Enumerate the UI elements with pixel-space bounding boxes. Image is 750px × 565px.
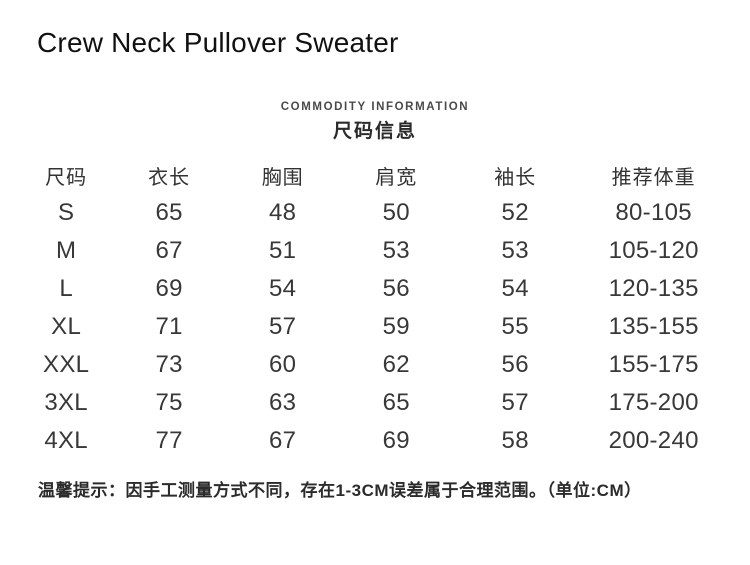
table-row: 4XL 77 67 69 58 200-240 xyxy=(20,422,730,460)
cell-value: 48 xyxy=(269,199,297,226)
cell-value: 135-155 xyxy=(608,313,699,340)
table-row: 3XL 75 63 65 57 175-200 xyxy=(20,384,730,422)
cell-value: 59 xyxy=(382,313,410,340)
cell-value: 65 xyxy=(382,389,410,416)
table-row: M 67 51 53 53 105-120 xyxy=(20,232,730,270)
cell-size: XXL xyxy=(43,351,90,378)
section-eyebrow-label: COMMODITY INFORMATION xyxy=(280,101,470,113)
section-title: 尺码信息 xyxy=(332,121,417,142)
cell-value: 69 xyxy=(382,427,410,454)
size-table-header: 尺码 衣长 胸围 肩宽 袖长 推荐体重 xyxy=(20,156,730,194)
cell-value: 54 xyxy=(269,275,297,302)
cell-value: 105-120 xyxy=(608,237,699,264)
cell-value: 67 xyxy=(269,427,297,454)
cell-value: 71 xyxy=(155,313,183,340)
cell-value: 57 xyxy=(501,389,529,416)
col-header-weight: 推荐体重 xyxy=(611,166,696,189)
col-header-length: 衣长 xyxy=(148,166,191,189)
col-header-chest: 胸围 xyxy=(261,166,304,189)
cell-size: 4XL xyxy=(44,427,88,454)
section-header: COMMODITY INFORMATION 尺码信息 xyxy=(0,101,750,143)
cell-value: 175-200 xyxy=(608,389,699,416)
cell-size: S xyxy=(57,199,75,226)
table-row: S 65 48 50 52 80-105 xyxy=(20,194,730,232)
cell-value: 51 xyxy=(269,237,297,264)
cell-value: 53 xyxy=(501,237,529,264)
cell-value: 67 xyxy=(155,237,183,264)
cell-value: 75 xyxy=(155,389,183,416)
cell-value: 65 xyxy=(155,199,183,226)
table-row: XL 71 57 59 55 135-155 xyxy=(20,308,730,346)
col-header-shoulder: 肩宽 xyxy=(375,166,418,189)
table-header-row: 尺码 衣长 胸围 肩宽 袖长 推荐体重 xyxy=(20,156,730,194)
cell-size: L xyxy=(59,275,73,302)
measurement-disclaimer-note: 温馨提示：因手工测量方式不同，存在1-3CM误差属于合理范围。（单位:CM） xyxy=(38,481,642,500)
cell-value: 120-135 xyxy=(608,275,699,302)
cell-size: 3XL xyxy=(44,389,88,416)
cell-value: 63 xyxy=(269,389,297,416)
page-title: Crew Neck Pullover Sweater xyxy=(37,27,399,58)
size-table-body: S 65 48 50 52 80-105 M 67 51 53 53 105-1… xyxy=(20,194,730,460)
cell-value: 52 xyxy=(501,199,529,226)
cell-value: 58 xyxy=(501,427,529,454)
table-row: L 69 54 56 54 120-135 xyxy=(20,270,730,308)
cell-size: M xyxy=(56,237,77,264)
cell-value: 53 xyxy=(382,237,410,264)
cell-value: 50 xyxy=(382,199,410,226)
col-header-sleeve: 袖长 xyxy=(494,166,537,189)
table-row: XXL 73 60 62 56 155-175 xyxy=(20,346,730,384)
cell-value: 62 xyxy=(382,351,410,378)
cell-value: 69 xyxy=(155,275,183,302)
cell-size: XL xyxy=(51,313,82,340)
cell-value: 54 xyxy=(501,275,529,302)
cell-value: 55 xyxy=(501,313,529,340)
cell-value: 155-175 xyxy=(608,351,699,378)
cell-value: 80-105 xyxy=(615,199,692,226)
size-table: 尺码 衣长 胸围 肩宽 袖长 推荐体重 S 65 48 50 52 80-105… xyxy=(20,156,730,460)
cell-value: 77 xyxy=(155,427,183,454)
cell-value: 57 xyxy=(269,313,297,340)
col-header-size: 尺码 xyxy=(45,166,88,189)
cell-value: 200-240 xyxy=(608,427,699,454)
cell-value: 56 xyxy=(382,275,410,302)
cell-value: 60 xyxy=(269,351,297,378)
cell-value: 73 xyxy=(155,351,183,378)
cell-value: 56 xyxy=(501,351,529,378)
